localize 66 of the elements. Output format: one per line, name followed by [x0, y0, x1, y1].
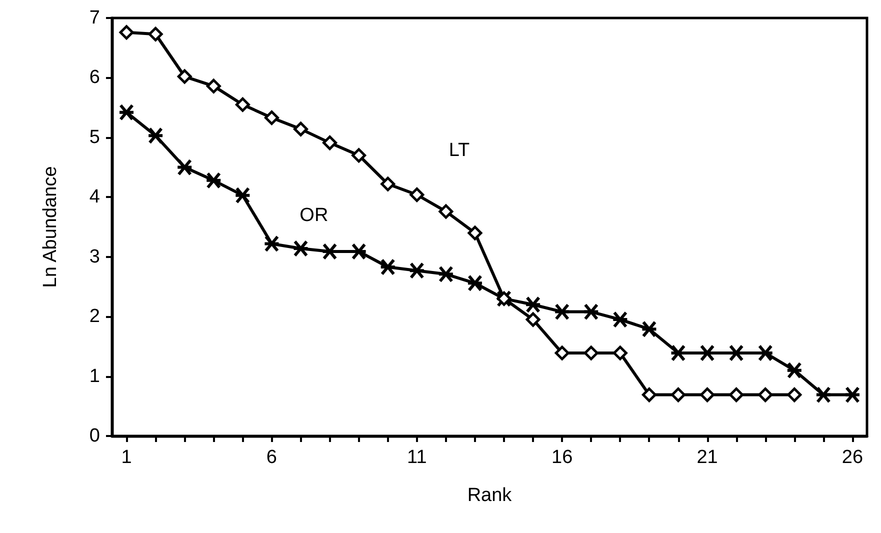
- point: [234, 186, 252, 204]
- point: [814, 386, 832, 404]
- point: [640, 320, 658, 338]
- point: [438, 204, 454, 219]
- x-tick-label: 26: [842, 447, 864, 468]
- point: [176, 158, 194, 176]
- point: [410, 188, 424, 202]
- point: [468, 226, 482, 240]
- point: [264, 110, 279, 125]
- point: [294, 122, 308, 136]
- y-tick-label: 5: [89, 126, 100, 148]
- y-tick-label: 1: [89, 366, 100, 387]
- y-tick-label: 4: [89, 186, 100, 208]
- y-tick-label: 7: [89, 8, 100, 28]
- point: [728, 344, 745, 362]
- x-axis-title: Rank: [467, 485, 512, 506]
- point: [147, 127, 164, 144]
- point: [524, 296, 542, 314]
- point: [408, 262, 426, 280]
- point: [526, 312, 540, 327]
- y-tick-label: 0: [89, 426, 100, 446]
- point: [206, 78, 221, 94]
- text: LT: [448, 140, 470, 161]
- point: [700, 388, 715, 402]
- point: [350, 242, 368, 260]
- point: [119, 25, 134, 40]
- point: [642, 388, 656, 402]
- point: [437, 266, 454, 283]
- point: [379, 258, 396, 276]
- point: [698, 344, 716, 362]
- point: [786, 362, 803, 379]
- x-tick-label: 16: [552, 447, 573, 468]
- point: [612, 311, 629, 328]
- point: [612, 346, 628, 360]
- series-label: OR: [300, 204, 328, 226]
- point: [844, 386, 861, 404]
- y-tick-label: 2: [89, 306, 100, 328]
- point: [756, 344, 774, 362]
- y-tick-label: 3: [89, 246, 100, 268]
- point: [584, 346, 598, 360]
- point: [263, 235, 280, 252]
- point: [671, 388, 686, 402]
- y-axis-title: Ln Abundance: [40, 166, 61, 288]
- point: [322, 136, 338, 150]
- point: [787, 388, 802, 402]
- point: [148, 26, 163, 42]
- x-tick-label: 1: [121, 447, 132, 468]
- point: [554, 346, 570, 360]
- point: [352, 148, 366, 163]
- y-tick-label: 6: [89, 67, 100, 88]
- point: [758, 388, 773, 402]
- point: [205, 172, 222, 189]
- point: [582, 303, 600, 320]
- point: [466, 274, 484, 292]
- x-tick-label: 11: [407, 447, 427, 468]
- point: [118, 104, 136, 121]
- point: [729, 388, 744, 402]
- x-tick-label: 6: [266, 447, 277, 468]
- point: [321, 242, 338, 260]
- point: [670, 344, 687, 362]
- point: [235, 97, 250, 112]
- x-tick-label: 21: [696, 447, 718, 468]
- point: [554, 303, 571, 320]
- point: [292, 240, 310, 257]
- point: [177, 69, 192, 84]
- point: [380, 176, 396, 192]
